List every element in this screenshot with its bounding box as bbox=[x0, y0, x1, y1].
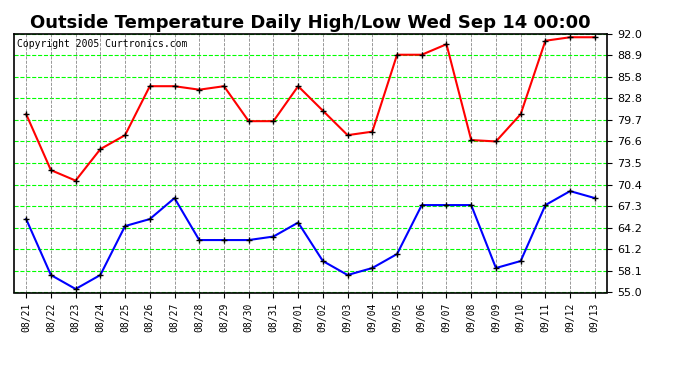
Text: Copyright 2005 Curtronics.com: Copyright 2005 Curtronics.com bbox=[17, 39, 187, 49]
Title: Outside Temperature Daily High/Low Wed Sep 14 00:00: Outside Temperature Daily High/Low Wed S… bbox=[30, 14, 591, 32]
